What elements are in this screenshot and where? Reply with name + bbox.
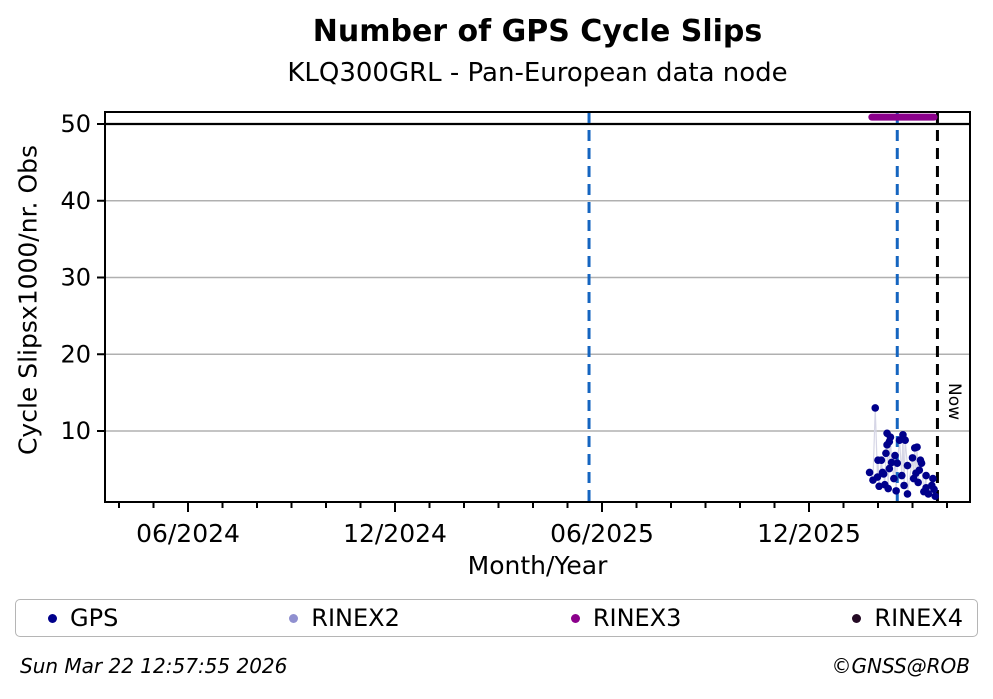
gps-data-point [908,454,917,462]
gps-data-point [879,470,888,478]
chart-title: Number of GPS Cycle Slips [312,14,763,49]
gps-data-point [884,484,893,493]
gps-data-point [886,433,895,441]
x-tick-label-06/2024: 06/2024 [136,519,240,548]
gps-data-point [913,443,921,451]
credit-text: ©GNSS@ROB [831,654,971,678]
legend-label: RINEX3 [592,604,682,632]
gps-data-point [865,468,874,477]
gps-data-point [930,485,938,494]
timestamp-text: Sun Mar 22 12:57:55 2026 [20,654,288,678]
gps-data-point [898,471,906,480]
now-annotation-label: Now [944,383,964,421]
gps-data-point [917,459,926,468]
gps-data-point [892,487,900,495]
legend-dot-rinex4 [852,613,862,623]
gps-data-point [901,436,910,445]
chart-subtitle: KLQ300GRL - Pan-European data node [287,58,788,88]
gps-data-point [890,474,898,483]
legend-item-rinex4: RINEX4 [852,604,963,632]
y-axis-label: Cycle Slipsx1000/nr. Obs [13,144,43,456]
x-tick-label-12/2024: 12/2024 [343,519,447,548]
y-tick-label-40: 40 [60,187,91,215]
gps-data-point [885,464,894,473]
legend-dot-rinex2 [289,613,299,623]
legend-label: RINEX4 [874,604,963,632]
gps-data-point [891,451,899,460]
legend-dot-gps [48,613,57,623]
gps-data-point [903,490,912,498]
y-tick-label-50: 50 [60,110,91,138]
gps-data-point [871,404,880,412]
gps-data-point [877,456,886,464]
y-tick-label-20: 20 [60,340,91,368]
x-tick-label-06/2025: 06/2025 [550,519,654,548]
gps-data-point [887,458,896,467]
legend-dot-rinex3 [570,613,580,623]
gps-data-point [900,481,908,490]
legend-label: RINEX2 [311,604,400,632]
legend-label: GPS [70,604,119,632]
gps-data-point [915,466,924,474]
x-axis-label: Month/Year [467,551,608,580]
gps-data-point [893,459,902,468]
legend-item-gps: GPS [48,604,118,632]
plot-frame [104,111,971,503]
legend-box: GPS RINEX2 RINEX3 RINEX4 [15,599,978,637]
gps-data-point [903,461,912,470]
x-tick-label-12/2025: 12/2025 [757,519,861,548]
y-tick-label-10: 10 [60,417,91,445]
gps-data-point [873,473,882,481]
gps-data-point [922,471,930,480]
gps-data-point [929,474,937,483]
gps-data-point [924,490,933,498]
y-tick-label-30: 30 [60,264,91,292]
gps-data-point [882,449,890,458]
legend-item-rinex3: RINEX3 [570,604,682,632]
legend-item-rinex2: RINEX2 [289,604,400,632]
gps-data-point [914,478,922,487]
gps-data-point [931,492,939,501]
